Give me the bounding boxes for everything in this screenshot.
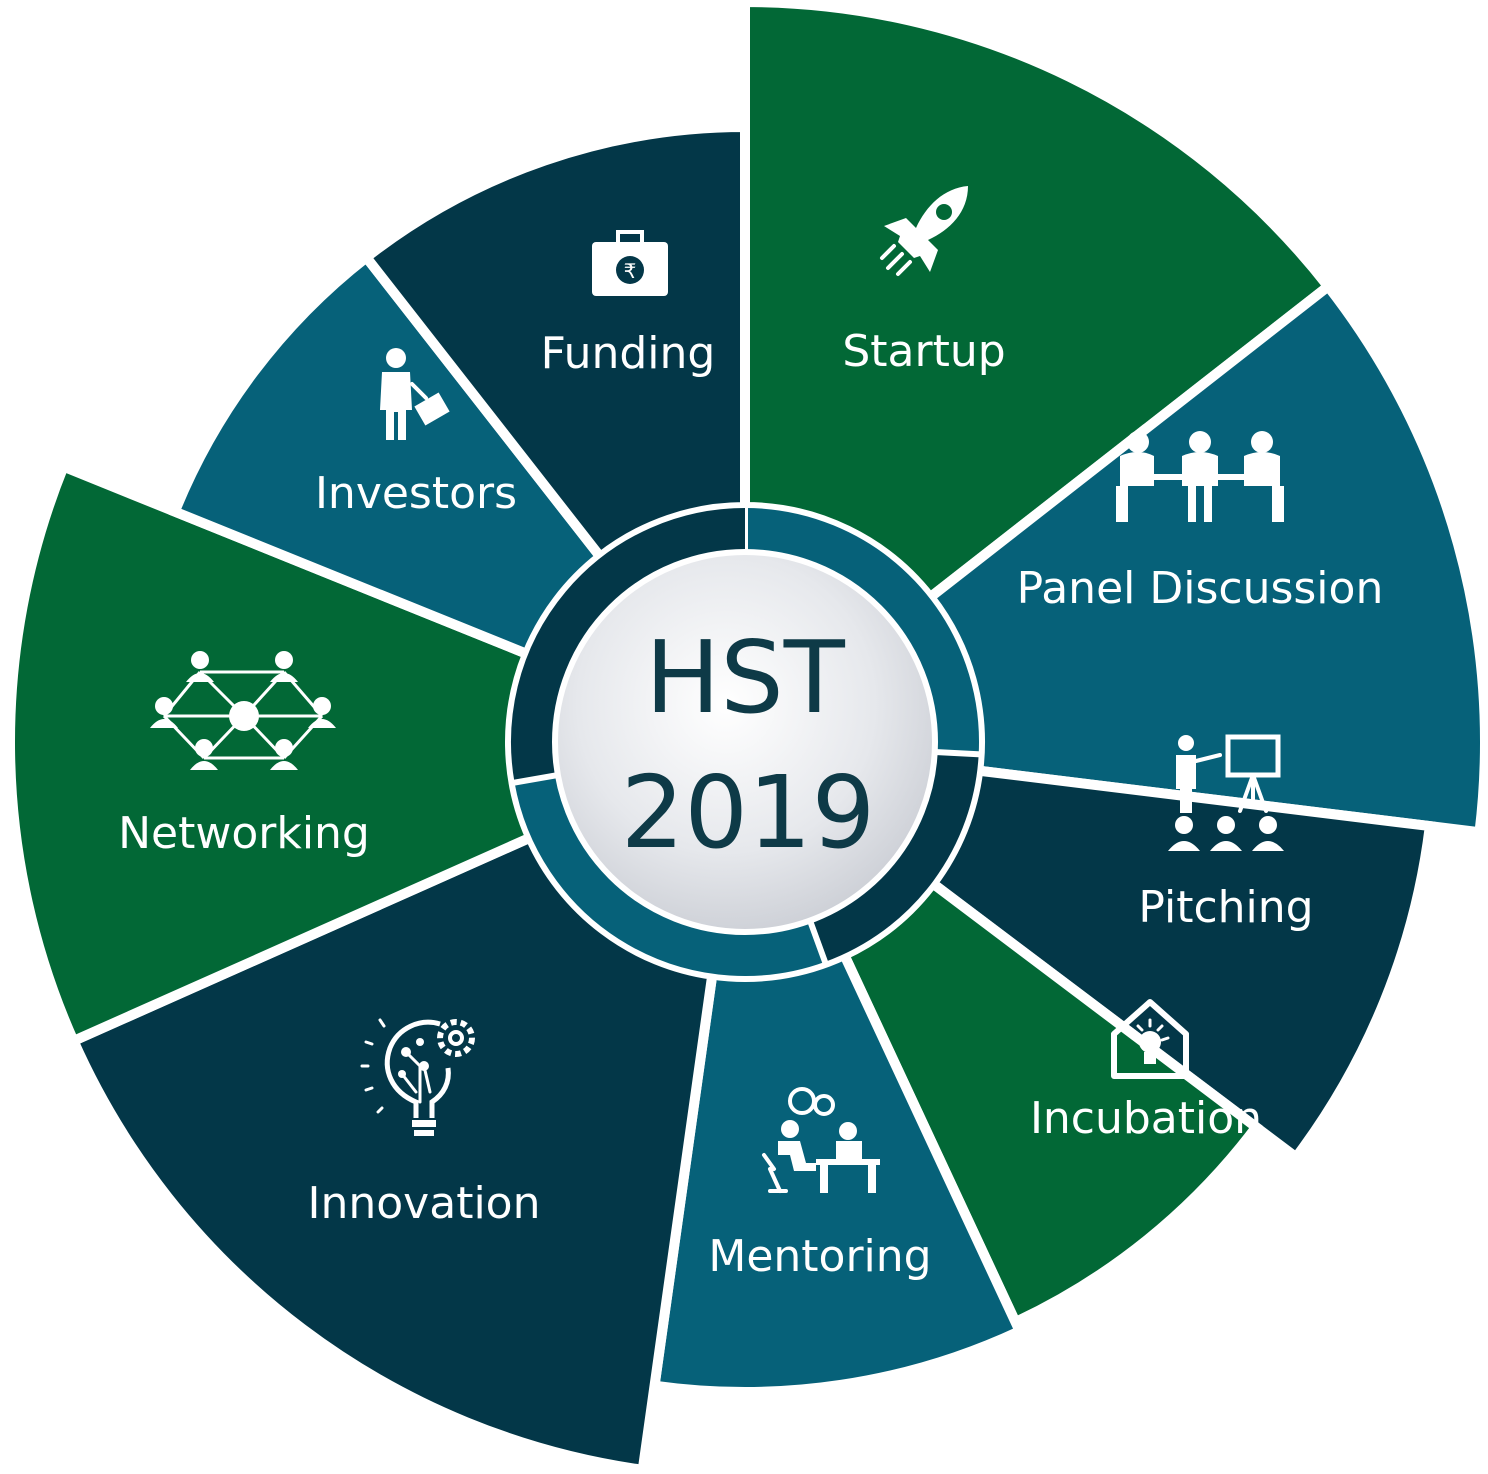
segment-label-innovation: Innovation (308, 1178, 541, 1229)
svg-text:₹: ₹ (624, 259, 637, 283)
rocket-icon (880, 186, 968, 276)
segment-networking (5, 460, 537, 1048)
segment-label-panel-discussion: Panel Discussion (1017, 563, 1384, 614)
segment-label-funding: Funding (541, 328, 716, 379)
people-network-icon (150, 651, 336, 770)
businessman-briefcase-icon (380, 348, 450, 440)
segment-label-incubation: Incubation (1030, 1093, 1262, 1144)
segment-mentoring (648, 948, 1027, 1397)
segment-label-startup: Startup (842, 326, 1005, 377)
segment-label-investors: Investors (315, 468, 517, 519)
center-title-hst: HST (645, 619, 846, 736)
mentor-desk-icon (762, 1087, 880, 1193)
segment-panel-discussion (923, 279, 1488, 838)
center-title-year: 2019 (621, 754, 876, 871)
segment-startup (740, 0, 1336, 605)
segment-incubation (837, 876, 1264, 1329)
inner-ring-arc (514, 774, 826, 976)
bulb-gear-icon (360, 1018, 475, 1136)
house-lightbulb-icon (1111, 999, 1189, 1079)
inner-ring-arc (511, 508, 746, 783)
inner-ring (511, 506, 981, 976)
rupee-briefcase-icon: ₹ (592, 230, 668, 296)
segment-label-pitching: Pitching (1138, 882, 1313, 933)
segment-label-mentoring: Mentoring (708, 1231, 931, 1282)
segment-pitching (925, 765, 1436, 1165)
center-disc (552, 549, 938, 935)
inner-ring-divider (806, 917, 829, 965)
segment-innovation (66, 830, 718, 1474)
labels-layer: Startup Panel Discussion Pitching Incuba… (118, 326, 1383, 1282)
segment-label-networking: Networking (118, 808, 370, 859)
segments-layer (5, 0, 1488, 1474)
inner-ring-divider (512, 771, 561, 786)
segment-investors (168, 250, 608, 661)
inner-ring-arc (744, 508, 979, 755)
meeting-table-icon (1116, 431, 1284, 522)
presentation-board-icon (1168, 734, 1284, 851)
inner-ring-divider (932, 748, 981, 758)
inner-ring-arc (809, 751, 979, 962)
segment-funding (359, 121, 750, 564)
